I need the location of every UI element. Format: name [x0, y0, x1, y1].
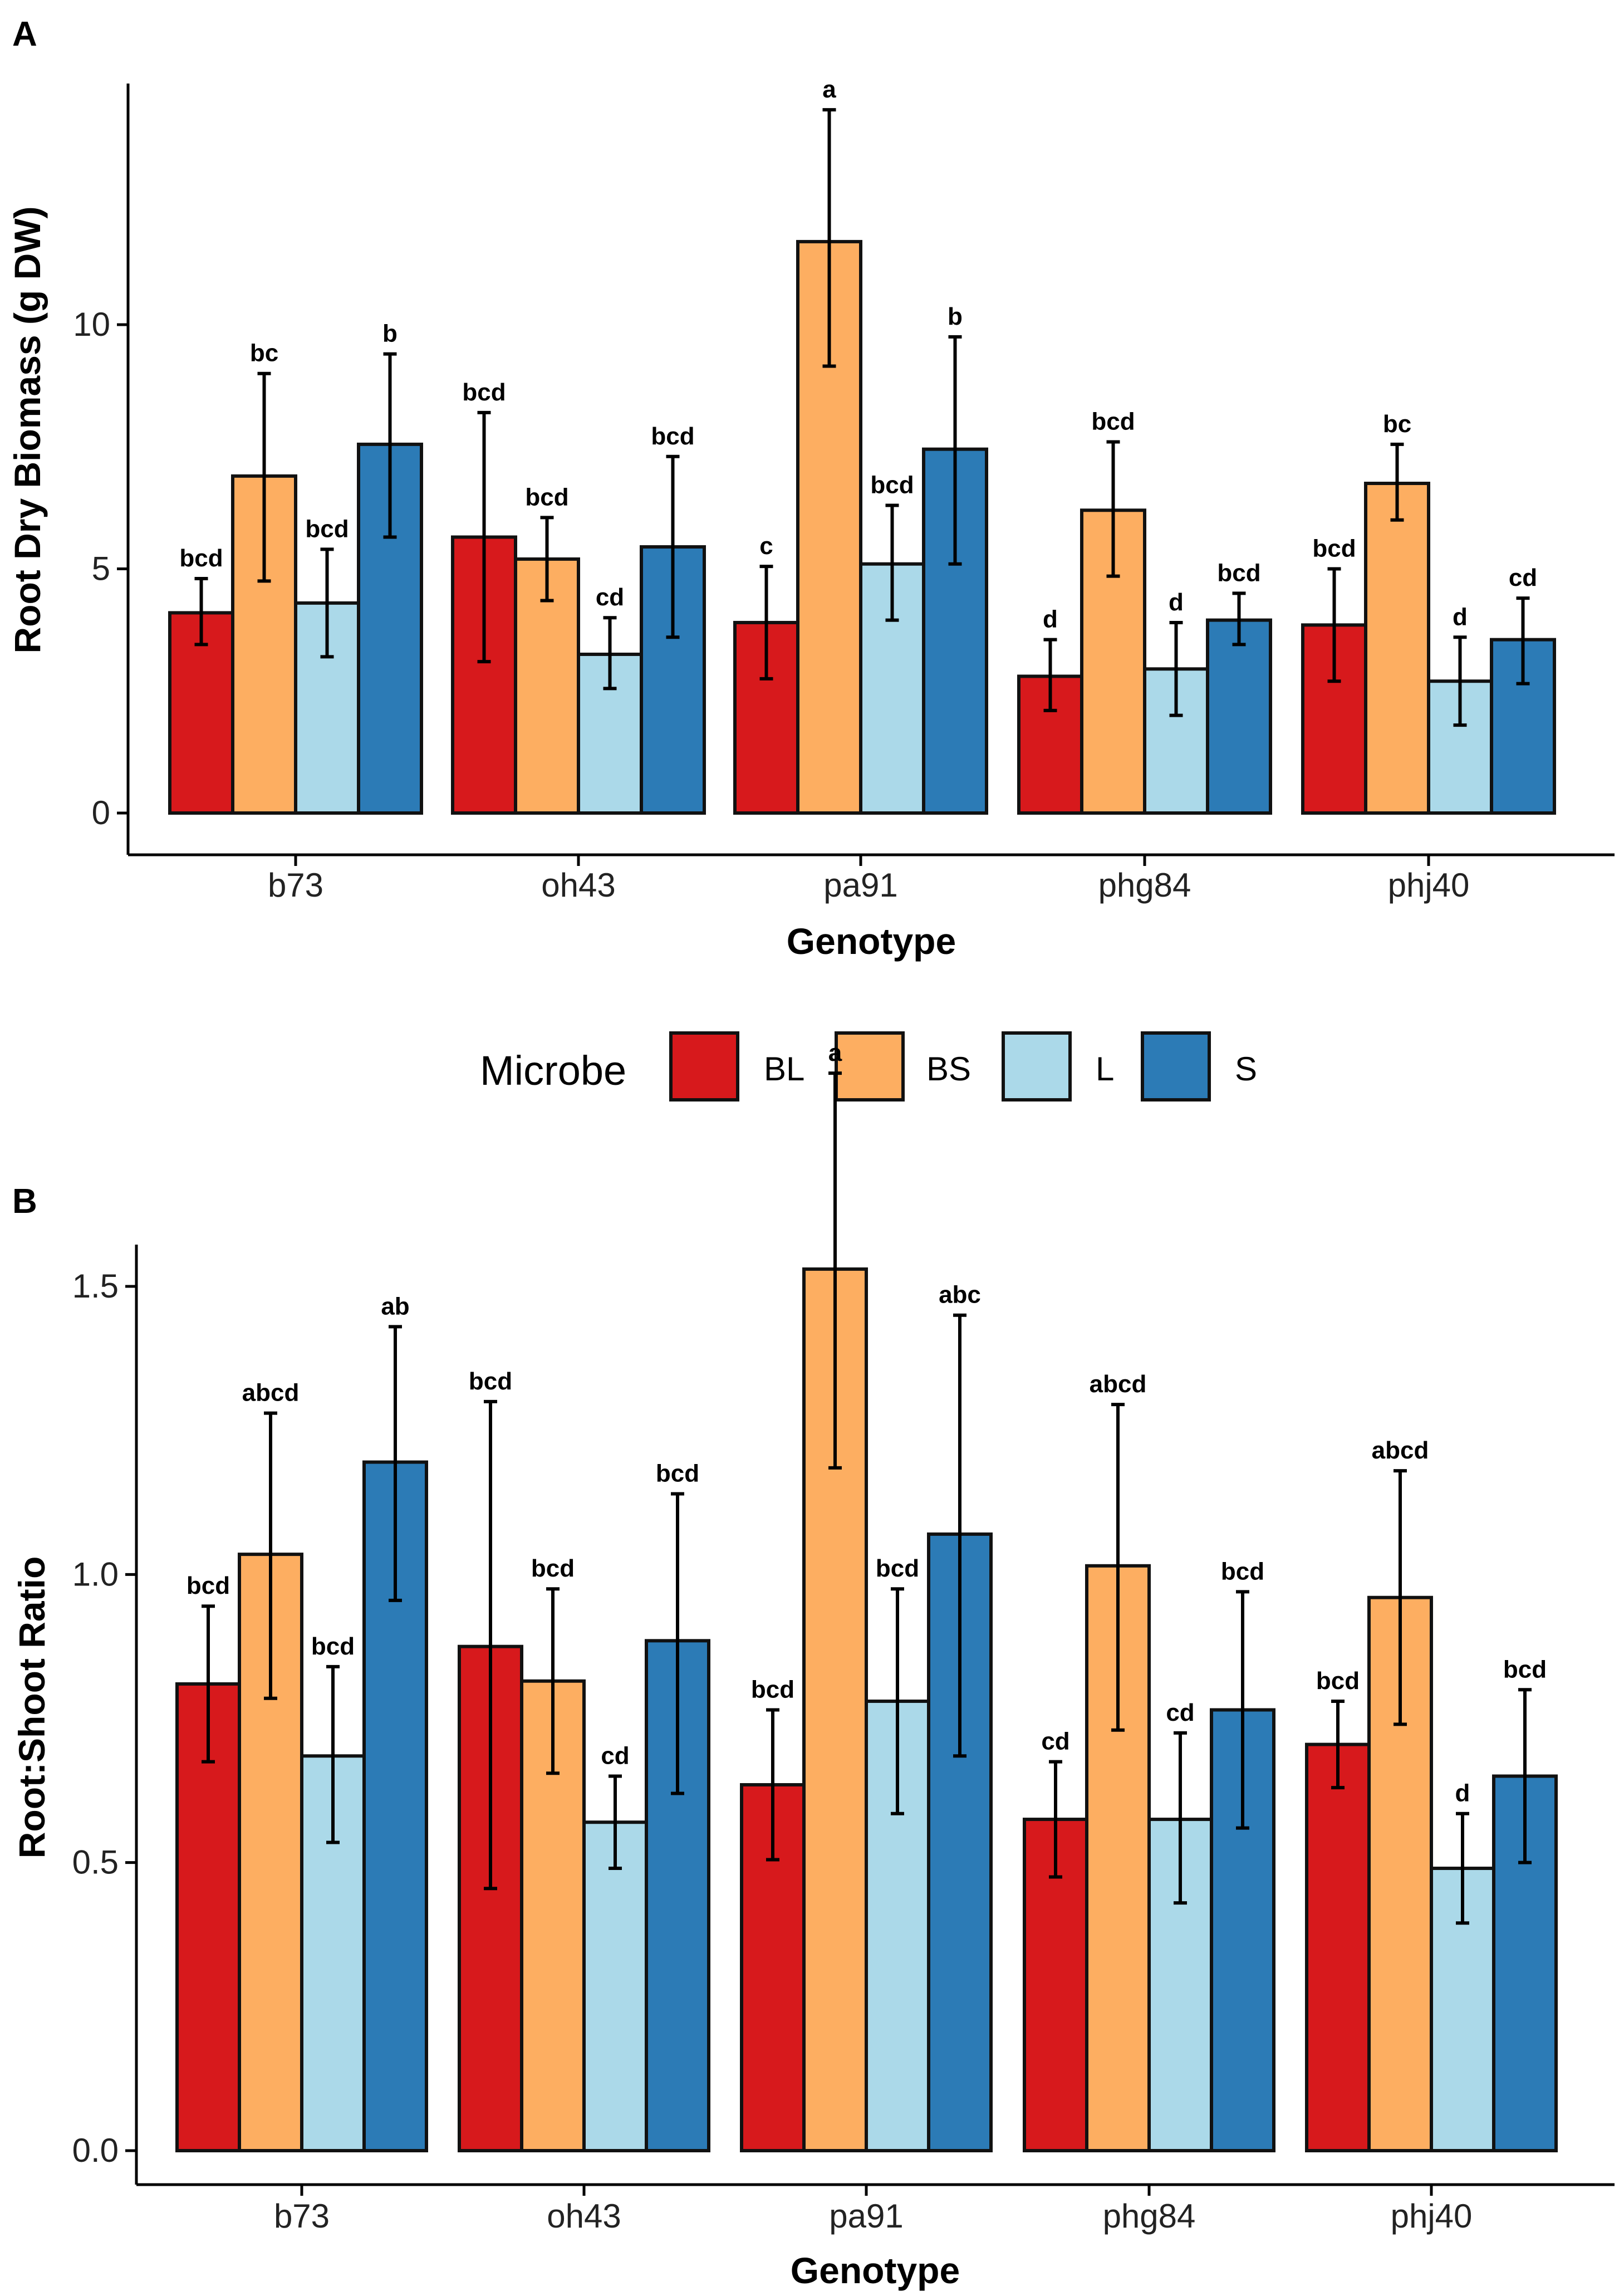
x-tick-label: phj40 — [1391, 2197, 1473, 2235]
panel-b-bars: bcdabcdbcdabbcdbcdcdbcdbcdabcdabccdabcdc… — [175, 1039, 1558, 2153]
significance-letter: bcd — [462, 379, 506, 406]
legend-label-bs: BS — [926, 1050, 971, 1088]
x-tick-label: pa91 — [829, 2197, 903, 2235]
significance-letter: d — [1453, 603, 1468, 630]
legend-key-s — [1141, 1031, 1211, 1102]
significance-letter: cd — [1509, 564, 1537, 591]
legend-label-bl: BL — [764, 1050, 804, 1088]
panel-a-y-title: Root Dry Biomass (g DW) — [7, 206, 48, 653]
significance-letter: cd — [601, 1742, 629, 1769]
significance-letter: abcd — [242, 1379, 300, 1407]
x-tick-label: b73 — [268, 866, 323, 904]
significance-letter: bcd — [656, 1460, 699, 1487]
panel-b-tag: B — [12, 1182, 37, 1221]
significance-letter: d — [1455, 1780, 1470, 1807]
significance-letter: bcd — [187, 1572, 230, 1599]
legend-key-bs — [835, 1031, 905, 1102]
legend-key-l — [1002, 1031, 1072, 1102]
significance-letter: abcd — [1372, 1437, 1429, 1464]
y-tick-label: 10 — [73, 306, 110, 343]
significance-letter: cd — [596, 584, 624, 611]
y-tick-label: 5 — [92, 550, 110, 588]
x-tick-label: oh43 — [541, 866, 615, 904]
significance-letter: a — [828, 1039, 842, 1066]
bar-l-b73 — [294, 601, 360, 815]
significance-letter: bcd — [305, 515, 349, 542]
significance-letter: d — [1169, 589, 1184, 616]
significance-letter: bcd — [1316, 1667, 1360, 1695]
significance-letter: bcd — [1503, 1656, 1547, 1683]
significance-letter: b — [382, 320, 398, 347]
panel-b: B 0.0 0.5 1.0 1.5 b73 oh43 pa91 phg84 phj40 bcd… — [11, 1039, 1615, 2291]
panel-a-x-title: Genotype — [787, 921, 956, 962]
significance-letter: bcd — [1091, 408, 1135, 435]
significance-letter: a — [822, 76, 836, 103]
significance-letter: ab — [381, 1293, 409, 1320]
y-tick-label: 1.0 — [72, 1555, 119, 1593]
y-tick-label: 0 — [92, 794, 110, 831]
significance-letter: bcd — [870, 471, 914, 498]
significance-letter: bcd — [531, 1555, 575, 1582]
panel-b-y-title: Root:Shoot Ratio — [11, 1556, 52, 1859]
significance-letter: d — [1043, 606, 1058, 633]
significance-letter: bcd — [1312, 535, 1356, 562]
significance-letter: bcd — [469, 1368, 512, 1395]
significance-letter: bcd — [525, 483, 568, 511]
x-tick-label: b73 — [274, 2197, 330, 2235]
significance-letter: bc — [250, 340, 278, 367]
panel-b-x-title: Genotype — [791, 2250, 960, 2291]
bar-s-phg84 — [1206, 618, 1272, 815]
y-tick-label: 0.5 — [72, 1844, 119, 1881]
x-tick-label: phg84 — [1103, 2197, 1196, 2235]
y-tick-label: 1.5 — [72, 1267, 119, 1305]
significance-letter: c — [759, 532, 773, 560]
legend-label-l: L — [1096, 1050, 1114, 1088]
panel-a-x-ticks: b73 oh43 pa91 phg84 phj40 — [268, 855, 1469, 904]
legend-title: Microbe — [480, 1047, 626, 1094]
panel-b-x-ticks: b73 oh43 pa91 phg84 phj40 — [274, 2185, 1472, 2235]
significance-letter: bcd — [751, 1676, 794, 1703]
panel-a-y-ticks: 0 5 10 — [73, 306, 128, 831]
significance-letter: bcd — [1221, 1558, 1264, 1585]
panel-b-y-ticks: 0.0 0.5 1.0 1.5 — [72, 1267, 136, 2169]
significance-letter: bcd — [179, 545, 223, 572]
bar-bl-phj40 — [1305, 1742, 1371, 2153]
x-tick-label: phg84 — [1098, 866, 1191, 904]
significance-letter: abcd — [1090, 1370, 1147, 1398]
significance-letter: abc — [939, 1281, 981, 1309]
x-tick-label: phj40 — [1388, 866, 1470, 904]
legend-key-bl — [669, 1031, 739, 1102]
bar-l-oh43 — [582, 1820, 648, 2152]
bar-bs-phj40 — [1364, 482, 1430, 815]
significance-letter: bc — [1383, 410, 1411, 438]
significance-letter: bcd — [1217, 559, 1260, 586]
significance-letter: b — [948, 303, 963, 330]
legend-label-s: S — [1235, 1050, 1257, 1088]
panel-a-tag: A — [12, 15, 37, 53]
significance-letter: cd — [1166, 1699, 1194, 1726]
bar-bs-b73 — [231, 474, 297, 815]
panel-a-bars: bcdbcbcdbbcdbcdcdbcdcabcdbdbcddbcdbcdbcd… — [168, 76, 1556, 815]
significance-letter: cd — [1041, 1728, 1069, 1755]
y-tick-label: 0.0 — [72, 2132, 119, 2169]
significance-letter: bcd — [311, 1633, 355, 1660]
significance-letter: bcd — [651, 423, 694, 450]
x-tick-label: oh43 — [547, 2197, 621, 2235]
legend: Microbe BL BS L S — [480, 1031, 1257, 1102]
x-tick-label: pa91 — [823, 866, 897, 904]
significance-letter: bcd — [876, 1555, 919, 1582]
